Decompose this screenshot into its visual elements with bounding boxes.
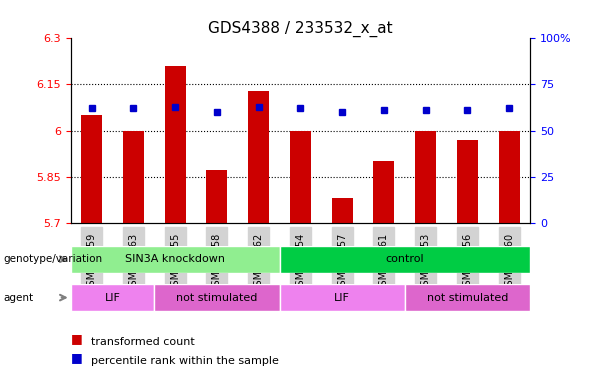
Title: GDS4388 / 233532_x_at: GDS4388 / 233532_x_at: [208, 21, 393, 37]
Bar: [81, 115, 102, 223]
Bar: [206, 170, 227, 223]
Bar: [499, 131, 519, 223]
Text: ■: ■: [71, 351, 82, 364]
Bar: [165, 66, 186, 223]
Text: control: control: [385, 254, 424, 264]
Bar: [290, 131, 311, 223]
Bar: [248, 91, 269, 223]
Text: agent: agent: [3, 293, 33, 303]
FancyBboxPatch shape: [154, 284, 280, 311]
FancyBboxPatch shape: [405, 284, 530, 311]
Text: genotype/variation: genotype/variation: [3, 254, 102, 264]
Text: SIN3A knockdown: SIN3A knockdown: [125, 254, 225, 264]
FancyBboxPatch shape: [280, 284, 405, 311]
Text: LIF: LIF: [334, 293, 350, 303]
Text: ■: ■: [71, 332, 82, 345]
Text: not stimulated: not stimulated: [427, 293, 508, 303]
Bar: [373, 161, 395, 223]
Bar: [123, 131, 144, 223]
Text: transformed count: transformed count: [91, 337, 195, 347]
FancyBboxPatch shape: [280, 246, 530, 273]
Bar: [415, 131, 436, 223]
Bar: [457, 140, 478, 223]
Text: not stimulated: not stimulated: [176, 293, 257, 303]
Text: LIF: LIF: [104, 293, 120, 303]
Bar: [332, 198, 353, 223]
Text: percentile rank within the sample: percentile rank within the sample: [91, 356, 279, 366]
FancyBboxPatch shape: [71, 284, 154, 311]
FancyBboxPatch shape: [71, 246, 280, 273]
